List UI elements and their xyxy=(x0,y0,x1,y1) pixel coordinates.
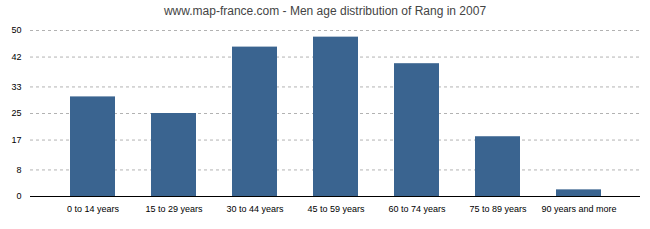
svg-text:8: 8 xyxy=(16,165,21,175)
svg-text:0: 0 xyxy=(16,191,21,201)
svg-text:30 to 44 years: 30 to 44 years xyxy=(226,204,284,214)
svg-text:75 to 89 years: 75 to 89 years xyxy=(469,204,527,214)
html-text:www.map-france.com - Men age d: www.map-france.com - Men age distributio… xyxy=(163,4,487,18)
svg-text:33: 33 xyxy=(11,82,21,92)
svg-text:50: 50 xyxy=(11,25,21,35)
svg-text:17: 17 xyxy=(11,135,21,145)
svg-text:45 to 59 years: 45 to 59 years xyxy=(307,204,365,214)
svg-text:42: 42 xyxy=(11,52,21,62)
svg-text:90 years and more: 90 years and more xyxy=(541,204,616,214)
svg-text:15 to 29 years: 15 to 29 years xyxy=(145,204,203,214)
svg-text:25: 25 xyxy=(11,108,21,118)
svg-text:60 to 74 years: 60 to 74 years xyxy=(388,204,446,214)
svg-text:0 to 14 years: 0 to 14 years xyxy=(67,204,120,214)
